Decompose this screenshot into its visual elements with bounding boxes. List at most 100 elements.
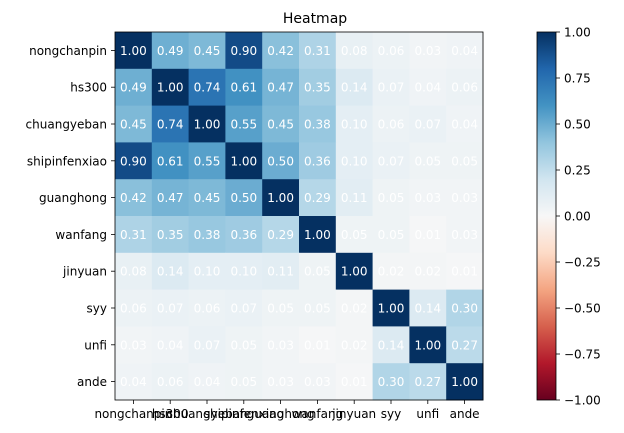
cell-value-label: 0.35 <box>157 228 184 242</box>
cell-value-label: 1.00 <box>267 191 294 205</box>
heatmap-cell <box>262 179 300 217</box>
cell-value-label: 0.14 <box>341 81 368 95</box>
cell-value-label: 0.35 <box>304 81 331 95</box>
colorbar-tick-label: −1.00 <box>564 394 601 408</box>
heatmap-cell <box>115 32 153 70</box>
cell-value-label: 1.00 <box>120 44 147 58</box>
heatmap-cell <box>299 179 337 217</box>
heatmap-cell <box>409 252 447 291</box>
cell-value-label: 0.45 <box>267 118 294 132</box>
x-tick-label: jinyuan <box>331 407 376 421</box>
cell-value-label: 0.04 <box>120 375 147 389</box>
cell-value-label: 0.10 <box>230 265 257 279</box>
heatmap-cell <box>115 363 153 401</box>
heatmap-cell <box>225 326 263 364</box>
heatmap-cell <box>335 289 374 327</box>
heatmap-cell <box>262 32 300 70</box>
heatmap-cell <box>299 363 337 401</box>
heatmap-cell <box>115 105 153 143</box>
heatmap-cell <box>188 326 226 364</box>
cell-value-label: 0.03 <box>304 375 331 389</box>
heatmap-cell <box>299 105 337 143</box>
cell-value-label: 0.08 <box>120 265 147 279</box>
cell-value-label: 0.27 <box>451 338 478 352</box>
heatmap-cell <box>188 68 226 107</box>
heatmap-cell <box>151 289 190 327</box>
y-tick-label: unfi <box>84 338 107 352</box>
heatmap-cell <box>151 326 190 364</box>
colorbar-tick-label: −0.75 <box>564 348 601 362</box>
cell-value-label: 0.03 <box>120 338 147 352</box>
x-axis: nongchanpinhs300chuangyebanshipinfenxiao… <box>94 400 480 421</box>
cell-value-label: 0.03 <box>451 191 478 205</box>
heatmap-cell <box>115 68 153 107</box>
cell-value-label: 0.02 <box>378 265 405 279</box>
heatmap-cell <box>115 142 153 180</box>
cell-value-label: 0.11 <box>341 191 368 205</box>
cell-value-label: 0.74 <box>157 118 184 132</box>
y-axis: nongchanpin hs300 chuangyeban shipinfenxiao… <box>26 44 115 389</box>
cell-value-label: 0.10 <box>194 265 221 279</box>
cell-value-label: 0.01 <box>341 375 368 389</box>
cell-value-label: 0.74 <box>194 81 221 95</box>
cell-value-label: 0.61 <box>230 81 257 95</box>
cell-value-label: 0.07 <box>378 81 405 95</box>
heatmap-cell <box>115 289 153 327</box>
heatmap-cell <box>225 105 263 143</box>
colorbar-tick-label: −0.50 <box>564 302 601 316</box>
cell-value-label: 0.11 <box>267 265 294 279</box>
heatmap-cell <box>372 32 410 70</box>
cell-value-label: 0.49 <box>157 44 184 58</box>
heatmap-cell <box>188 216 226 254</box>
y-tick-label: syy <box>87 302 107 316</box>
heatmap-cell <box>262 326 300 364</box>
cell-value-label: 0.05 <box>230 375 257 389</box>
cell-value-label: 1.00 <box>157 81 184 95</box>
colorbar-tick-label: −0.25 <box>564 256 601 270</box>
heatmap-cell <box>115 252 153 291</box>
heatmap-cell <box>335 105 374 143</box>
cell-value-label: 0.06 <box>451 81 478 95</box>
cell-value-label: 0.06 <box>194 302 221 316</box>
cell-value-label: 0.38 <box>304 118 331 132</box>
cell-value-label: 0.05 <box>304 265 331 279</box>
heatmap-cell <box>409 32 447 70</box>
cell-value-label: 0.29 <box>267 228 294 242</box>
heatmap-cell <box>409 326 447 364</box>
cell-value-label: 0.47 <box>157 191 184 205</box>
heatmap-cell <box>151 179 190 217</box>
cell-value-label: 0.05 <box>414 154 441 168</box>
y-tick-label: shipinfenxiao <box>27 154 107 168</box>
colorbar-tick-label: 0.75 <box>564 72 591 86</box>
cell-value-label: 0.01 <box>414 228 441 242</box>
cell-value-label: 0.07 <box>378 154 405 168</box>
cell-value-label: 0.07 <box>230 302 257 316</box>
cell-value-label: 0.10 <box>341 118 368 132</box>
x-tick-label: shipinfenxiao <box>204 407 284 421</box>
heatmap-cell <box>188 105 226 143</box>
heatmap-cell <box>446 142 484 180</box>
cell-value-label: 0.03 <box>414 44 441 58</box>
heatmap-cell <box>409 105 447 143</box>
cell-value-label: 0.45 <box>120 118 147 132</box>
cell-value-label: 0.45 <box>194 191 221 205</box>
colorbar-tick-label: 0.25 <box>564 164 591 178</box>
cell-value-label: 0.31 <box>304 44 331 58</box>
heatmap-cell <box>151 216 190 254</box>
cell-value-label: 0.04 <box>451 44 478 58</box>
cell-value-label: 0.01 <box>304 338 331 352</box>
heatmap-cell <box>225 32 263 70</box>
heatmap-cell <box>299 68 337 107</box>
heatmap-cells <box>115 32 484 401</box>
cell-value-label: 0.30 <box>378 375 405 389</box>
colorbar-gradient <box>537 32 556 400</box>
heatmap-cell <box>299 289 337 327</box>
heatmap-cell <box>115 179 153 217</box>
cell-value-label: 0.01 <box>451 265 478 279</box>
heatmap-cell <box>151 32 190 70</box>
cell-value-label: 0.08 <box>341 44 368 58</box>
x-tick-label: wanfang <box>292 407 344 421</box>
heatmap-cell <box>188 363 226 401</box>
heatmap-cell <box>372 289 410 327</box>
